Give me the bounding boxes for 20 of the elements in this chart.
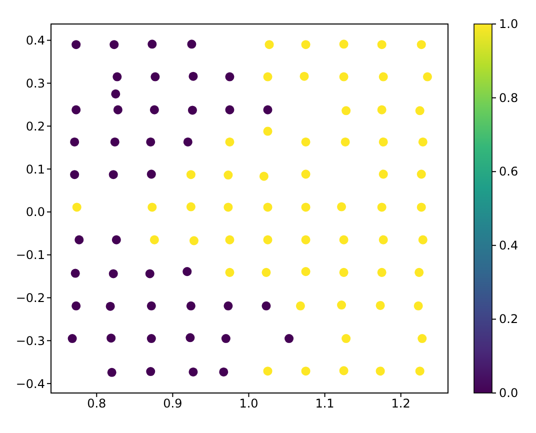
y-tick-label: −0.4 — [16, 376, 45, 391]
y-tick-label: 0.3 — [26, 76, 45, 90]
y-tick-label: −0.1 — [16, 248, 45, 262]
x-tick-label: 1.2 — [391, 396, 410, 411]
x-tick-label: 0.8 — [87, 396, 106, 411]
y-tick-label: 0.2 — [26, 119, 45, 134]
y-tick-label: 0.0 — [26, 205, 45, 220]
y-tick-label: −0.2 — [16, 291, 45, 306]
x-tick-label: 0.9 — [163, 396, 182, 411]
color-bar-label: 0.8 — [499, 90, 518, 105]
color-bar-label: 0.2 — [499, 312, 518, 326]
y-tick-label: 0.1 — [26, 162, 45, 176]
color-bar-label: 0.4 — [499, 238, 518, 252]
x-tick-label: 1.1 — [315, 396, 334, 411]
color-bar-label: 0.6 — [499, 164, 518, 179]
x-tick-label: 1.0 — [239, 396, 258, 411]
color-bar-label: 0.0 — [499, 386, 518, 400]
y-tick-label: −0.3 — [16, 334, 45, 348]
color-bar-label: 1.0 — [499, 17, 518, 31]
y-tick-label: 0.4 — [26, 34, 45, 48]
